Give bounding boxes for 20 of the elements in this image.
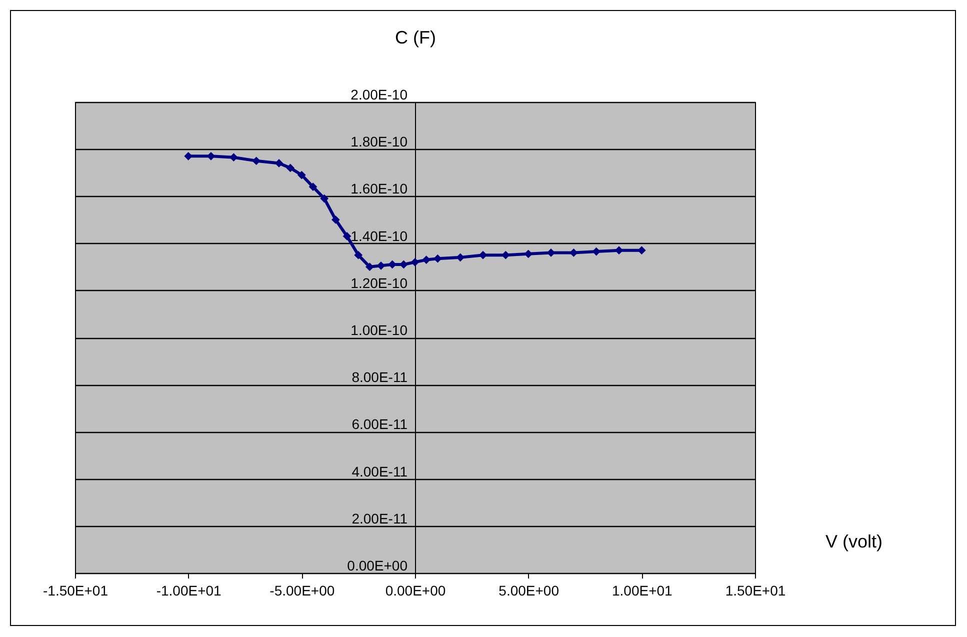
x-tick-label: -1.50E+01	[43, 582, 108, 598]
y-tick-label: 2.00E-10	[350, 86, 408, 102]
x-tick-label: -5.00E+00	[270, 582, 335, 598]
y-tick-label: 4.00E-11	[352, 463, 408, 480]
y-tick-label: 1.00E-10	[350, 322, 408, 338]
x-tick-label: 5.00E+00	[498, 582, 560, 598]
x-tick-label: 0.00E+00	[385, 582, 446, 598]
y-tick-label: 1.20E-10	[350, 274, 408, 291]
y-tick-label: 1.80E-10	[350, 134, 408, 150]
x-tick-label: 1.50E+01	[725, 582, 786, 598]
y-tick-label: 2.00E-11	[352, 510, 408, 526]
x-axis-title: V (volt)	[826, 532, 883, 552]
y-tick-label: 8.00E-11	[352, 369, 408, 386]
y-tick-label: 1.60E-10	[350, 180, 408, 197]
y-tick-label: 6.00E-11	[352, 416, 408, 432]
x-tick-label: 1.00E+01	[612, 582, 673, 598]
y-tick-label: 0.00E+00	[347, 558, 408, 574]
y-tick-label: 1.40E-10	[350, 228, 408, 244]
y-axis-title: C (F)	[395, 28, 436, 48]
x-tick-label: -1.00E+01	[156, 582, 222, 598]
